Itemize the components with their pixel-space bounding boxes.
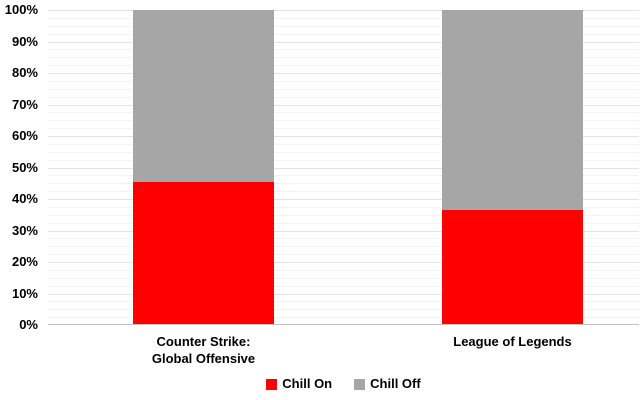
minor-gridline (48, 17, 639, 19)
minor-gridline (48, 301, 639, 303)
y-axis-tick-label: 80% (11, 65, 38, 80)
y-axis-tick-label: 90% (11, 33, 38, 49)
minor-gridline (48, 96, 639, 98)
plot-area (48, 10, 639, 325)
y-axis-tick-label: 10% (11, 285, 38, 301)
minor-gridline (48, 175, 639, 177)
minor-gridline (48, 151, 639, 153)
minor-gridline (48, 214, 639, 216)
major-gridline (48, 167, 639, 169)
minor-gridline (48, 120, 639, 122)
minor-gridline (48, 246, 639, 248)
minor-gridline (48, 191, 639, 193)
bar-segment-chill-off (133, 10, 274, 182)
bar-segment-chill-on (442, 209, 583, 325)
minor-gridline (48, 88, 639, 90)
legend-label: Chill On (282, 376, 333, 391)
x-axis-category-label: Counter Strike: Global Offensive (152, 333, 255, 367)
major-gridline (48, 199, 639, 200)
minor-gridline (48, 33, 639, 35)
minor-gridline (48, 143, 639, 145)
minor-gridline (48, 309, 639, 311)
x-axis-category-label-line: League of Legends (453, 334, 572, 349)
y-axis-tick-label: 40% (11, 191, 38, 206)
major-gridline (48, 73, 639, 74)
y-axis-tick-label: 100% (4, 2, 38, 17)
minor-gridline (48, 159, 639, 161)
y-axis-tick-label: 50% (11, 159, 38, 175)
minor-gridline (48, 80, 639, 82)
major-gridline (48, 104, 639, 106)
x-axis-line (48, 324, 639, 325)
y-axis-tick-label: 60% (11, 128, 38, 143)
legend-swatch-icon (354, 378, 366, 390)
x-axis-category-label-line: Global Offensive (151, 351, 256, 366)
y-axis-tick-label: 20% (11, 254, 38, 269)
minor-gridline (48, 269, 639, 271)
minor-gridline (48, 254, 639, 256)
minor-gridline (48, 285, 639, 287)
y-axis-tick-label: 30% (11, 222, 38, 238)
major-gridline (48, 293, 639, 295)
y-axis-tick-label: 70% (11, 96, 38, 112)
bar-segment-chill-on (133, 181, 274, 325)
minor-gridline (48, 222, 639, 224)
major-gridline (48, 136, 639, 137)
legend: Chill On Chill Off (48, 377, 639, 391)
minor-gridline (48, 65, 639, 67)
legend-item-chill-on: Chill On (266, 377, 332, 391)
minor-gridline (48, 183, 639, 185)
x-axis-category-label: League of Legends (453, 333, 571, 350)
legend-item-chill-off: Chill Off (354, 377, 421, 391)
minor-gridline (48, 25, 639, 27)
major-gridline (48, 10, 639, 11)
minor-gridline (48, 277, 639, 279)
bar-segment-chill-off (442, 10, 583, 210)
minor-gridline (48, 317, 639, 319)
legend-swatch-icon (266, 378, 278, 390)
minor-gridline (48, 57, 639, 59)
major-gridline (48, 262, 639, 263)
minor-gridline (48, 206, 639, 208)
y-axis-tick-label: 0% (19, 317, 38, 332)
major-gridline (48, 230, 639, 232)
minor-gridline (48, 112, 639, 114)
minor-gridline (48, 49, 639, 51)
minor-gridline (48, 238, 639, 240)
legend-label: Chill Off (370, 376, 421, 391)
major-gridline (48, 41, 639, 43)
minor-gridline (48, 128, 639, 130)
x-axis-category-label-line: Counter Strike: (156, 334, 251, 349)
